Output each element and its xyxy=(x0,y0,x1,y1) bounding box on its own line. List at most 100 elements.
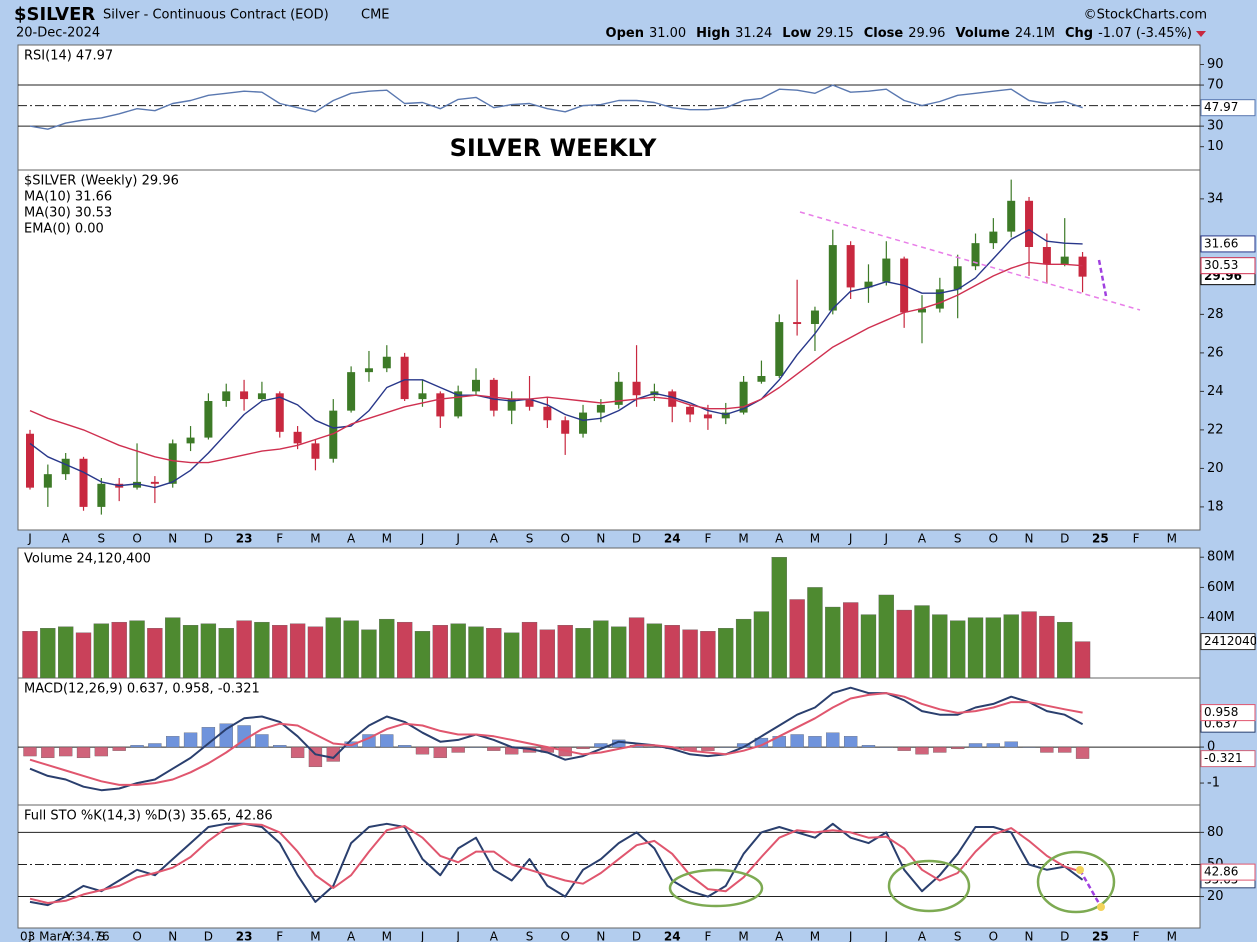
bar xyxy=(575,628,591,679)
x-tick-label: S xyxy=(526,930,534,942)
bar xyxy=(843,736,858,748)
last-value-box xyxy=(1200,235,1256,253)
bar xyxy=(396,621,413,679)
bar xyxy=(130,745,144,748)
x-tick-label: M xyxy=(810,532,820,546)
x-tick-label: J xyxy=(848,930,853,942)
bar xyxy=(450,623,466,679)
candle-body xyxy=(1060,256,1069,265)
bar xyxy=(76,746,91,759)
x-tick-label: M xyxy=(738,930,748,942)
bar xyxy=(753,611,770,679)
projection-point xyxy=(1076,866,1084,874)
panel xyxy=(17,169,1201,531)
candle-body xyxy=(579,412,588,434)
quote: Open 31.00 High 31.24 Low 29.15 Close 29.96 Volu… xyxy=(606,26,1192,41)
x-tick-label: A xyxy=(62,930,71,942)
quote-label: Close xyxy=(864,26,904,41)
trendline xyxy=(799,211,1141,311)
x-tick-label: S xyxy=(954,930,962,942)
candle-body xyxy=(703,414,712,419)
bar xyxy=(825,606,841,679)
bar xyxy=(719,746,733,748)
y-tick-label: 20 xyxy=(1207,461,1224,476)
legend-entry: RSI(14) 47.97 xyxy=(24,49,113,64)
bar xyxy=(1075,746,1090,759)
x-tick-label: S xyxy=(98,532,106,546)
bar xyxy=(950,620,966,679)
candle-body xyxy=(775,322,784,376)
x-tick-label: O xyxy=(560,930,569,942)
bar xyxy=(539,629,556,679)
bar xyxy=(487,746,501,751)
y-tick-label: 40M xyxy=(1207,610,1235,625)
legend-entry: Volume 24,120,400 xyxy=(24,552,151,567)
legend-entry: MA(10) 31.66 xyxy=(24,190,112,205)
candle-body xyxy=(739,381,748,413)
candle-body xyxy=(150,481,159,484)
bar xyxy=(415,746,430,755)
x-tick-label: A xyxy=(490,930,499,942)
bar xyxy=(111,621,127,679)
highlight-ellipse xyxy=(1036,850,1116,914)
bar xyxy=(23,746,37,757)
candle-body xyxy=(632,381,641,396)
candle-body xyxy=(133,481,142,488)
x-tick-label: M xyxy=(810,930,820,942)
candle-body xyxy=(204,401,213,438)
bar xyxy=(433,746,447,759)
candle-body xyxy=(347,372,356,411)
candle-body xyxy=(43,474,52,488)
bar xyxy=(701,746,715,751)
quote-value: 31.24 xyxy=(735,26,772,41)
projection-arrow xyxy=(1078,869,1103,908)
panels: 10 30 70 90 RSI(14) 47.97 18 20 22 24 26 28 34 $SILV… xyxy=(17,44,1235,929)
candle-body xyxy=(1025,200,1034,248)
bar xyxy=(790,734,804,748)
highlight-ellipse xyxy=(668,868,764,908)
x-tick-label: N xyxy=(168,532,177,546)
last-value-label: 31.66 xyxy=(1204,236,1238,250)
x-tick-label: J xyxy=(27,930,32,942)
x-tick-label: S xyxy=(526,532,534,546)
bar xyxy=(325,617,341,679)
bar xyxy=(1004,741,1018,748)
bar xyxy=(469,746,483,748)
x-tick-label: 23 xyxy=(236,532,253,546)
x-tick-label: O xyxy=(132,532,141,546)
candle-body xyxy=(882,258,891,282)
x-tick-label: D xyxy=(1060,930,1069,942)
x-tick-label: M xyxy=(310,930,320,942)
series-line xyxy=(29,692,1083,786)
y-tick-label: 28 xyxy=(1207,307,1224,322)
bar xyxy=(451,746,465,753)
bar xyxy=(148,743,162,748)
annotation: SILVER WEEKLY xyxy=(450,134,657,162)
last-value-label: 30.53 xyxy=(1204,258,1238,272)
last-value-box xyxy=(1200,257,1256,275)
bar xyxy=(254,621,270,679)
x-tick-label: A xyxy=(775,532,784,546)
candle-body xyxy=(61,458,70,475)
x-tick-label: A xyxy=(347,532,356,546)
bar xyxy=(593,620,609,679)
bar xyxy=(682,629,698,679)
x-tick-label: 25 xyxy=(1092,532,1109,546)
candle-body xyxy=(472,379,480,392)
quote-label: Volume xyxy=(955,26,1010,41)
candle-body xyxy=(26,433,34,488)
x-tick-label: J xyxy=(848,532,853,546)
candle-body xyxy=(311,443,320,459)
bar xyxy=(896,609,912,679)
legend-entry: Full STO %K(14,3) %D(3) 35.65, 42.86 xyxy=(24,809,273,824)
bar xyxy=(182,625,199,679)
legend-entry: EMA(0) 0.00 xyxy=(24,222,104,237)
x-tick-label: N xyxy=(596,532,605,546)
last-value-label: 42.86 xyxy=(1204,865,1238,879)
panel xyxy=(17,44,1201,171)
legend-entry: $SILVER (Weekly) 29.96 xyxy=(24,174,179,189)
quote-value: 31.00 xyxy=(649,26,686,41)
bar xyxy=(200,623,217,679)
